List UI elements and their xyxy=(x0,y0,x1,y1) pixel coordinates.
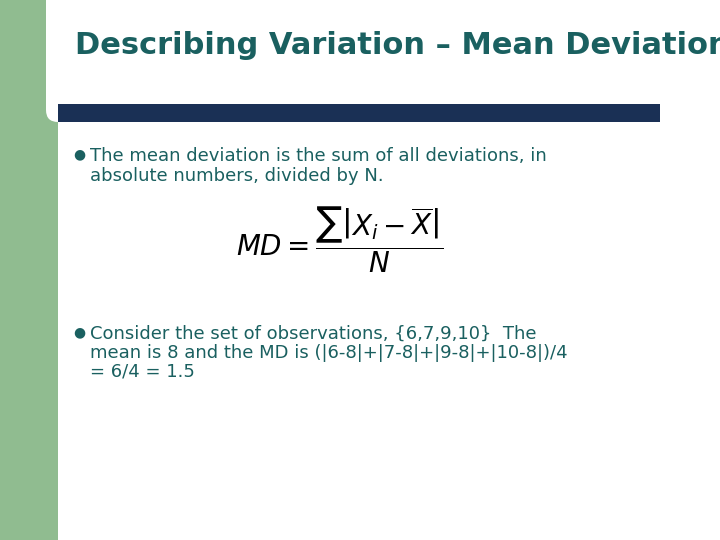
Text: absolute numbers, divided by N.: absolute numbers, divided by N. xyxy=(90,167,384,185)
Text: $MD = \dfrac{\sum\left|X_i - \overline{X}\right|}{N}$: $MD = \dfrac{\sum\left|X_i - \overline{X… xyxy=(236,205,444,275)
Text: mean is 8 and the MD is (|6-8|+|7-8|+|9-8|+|10-8|)/4: mean is 8 and the MD is (|6-8|+|7-8|+|9-… xyxy=(90,344,567,362)
Text: Describing Variation – Mean Deviation: Describing Variation – Mean Deviation xyxy=(75,30,720,59)
Bar xyxy=(58,104,660,122)
Bar xyxy=(130,0,220,110)
Text: ●: ● xyxy=(73,325,85,339)
Bar xyxy=(0,0,195,110)
Text: Consider the set of observations, {6,7,9,10}  The: Consider the set of observations, {6,7,9… xyxy=(90,325,536,343)
FancyBboxPatch shape xyxy=(46,0,230,122)
Text: = 6/4 = 1.5: = 6/4 = 1.5 xyxy=(90,363,195,381)
Text: The mean deviation is the sum of all deviations, in: The mean deviation is the sum of all dev… xyxy=(90,147,546,165)
Bar xyxy=(0,0,58,540)
Text: ●: ● xyxy=(73,147,85,161)
